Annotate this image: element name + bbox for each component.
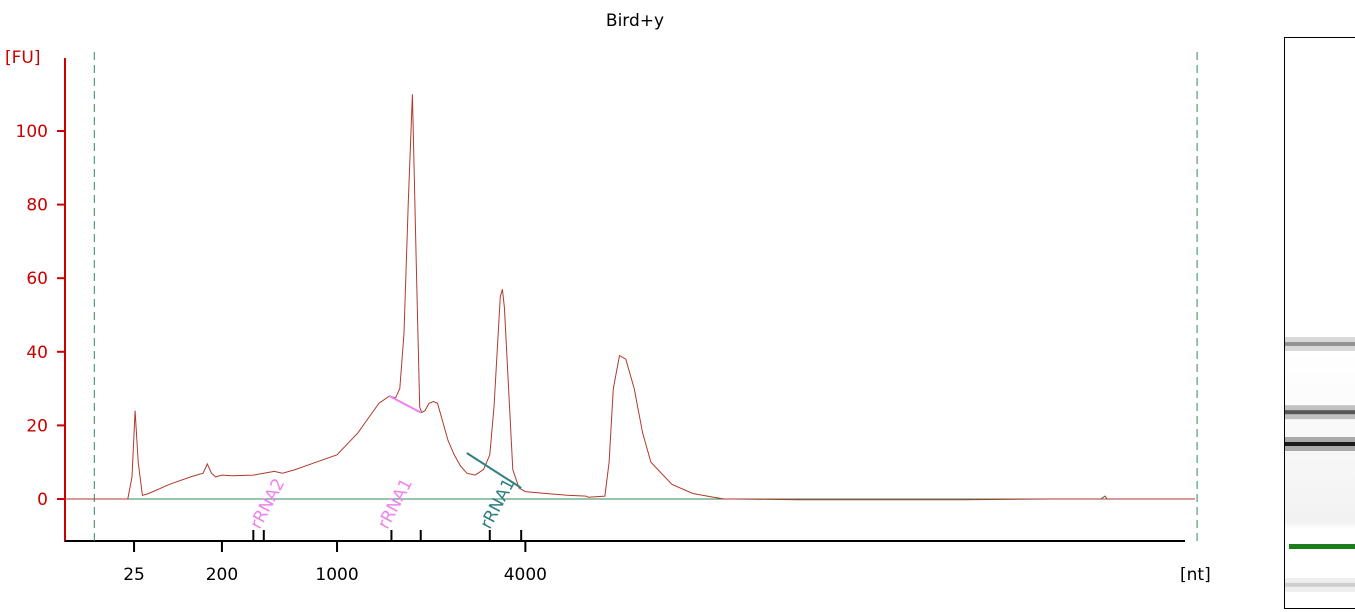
y-tick-label: 60 <box>26 269 48 289</box>
x-tick-label: 4000 <box>504 565 547 585</box>
y-tick-label: 100 <box>16 122 48 142</box>
gel-band <box>1285 582 1355 587</box>
y-axis-label: [FU] <box>5 48 41 68</box>
gel-band <box>1285 342 1355 346</box>
gel-lane <box>1284 37 1355 609</box>
x-tick-label: 25 <box>123 565 145 585</box>
y-tick-label: 40 <box>26 343 48 363</box>
gel-marker-band <box>1289 544 1355 549</box>
signal-trace <box>65 94 1195 501</box>
gel-band <box>1285 442 1355 446</box>
y-tick-label: 80 <box>26 196 48 216</box>
peak-label: rRNA2 <box>246 475 289 532</box>
x-axis-ticks: 25 200 1000 4000 <box>123 541 547 585</box>
x-tick-label: 1000 <box>315 565 358 585</box>
peak-label: rRNA1 <box>374 475 417 532</box>
peak-line-rrna1-dark <box>466 452 522 489</box>
y-tick-label: 20 <box>26 416 48 436</box>
x-axis-label: [nt] <box>1180 565 1211 585</box>
gel-lane-image <box>1285 38 1355 608</box>
ladder-marks <box>252 530 523 541</box>
peak-label: rRNA1 <box>477 475 520 532</box>
electropherogram-chart: Bird+y [FU] [nt] 0 20 40 60 80 100 25 200 1000 4… <box>5 11 1211 585</box>
chart-title: Bird+y <box>606 11 664 31</box>
peak-line-rrna1 <box>388 395 422 414</box>
y-tick-label: 0 <box>37 490 48 510</box>
peak-labels: rRNA2 rRNA1 rRNA1 <box>246 475 519 532</box>
x-tick-label: 200 <box>206 565 238 585</box>
gel-band <box>1285 410 1355 415</box>
y-axis-ticks: 0 20 40 60 80 100 <box>16 122 65 510</box>
peak-lines <box>388 395 522 489</box>
